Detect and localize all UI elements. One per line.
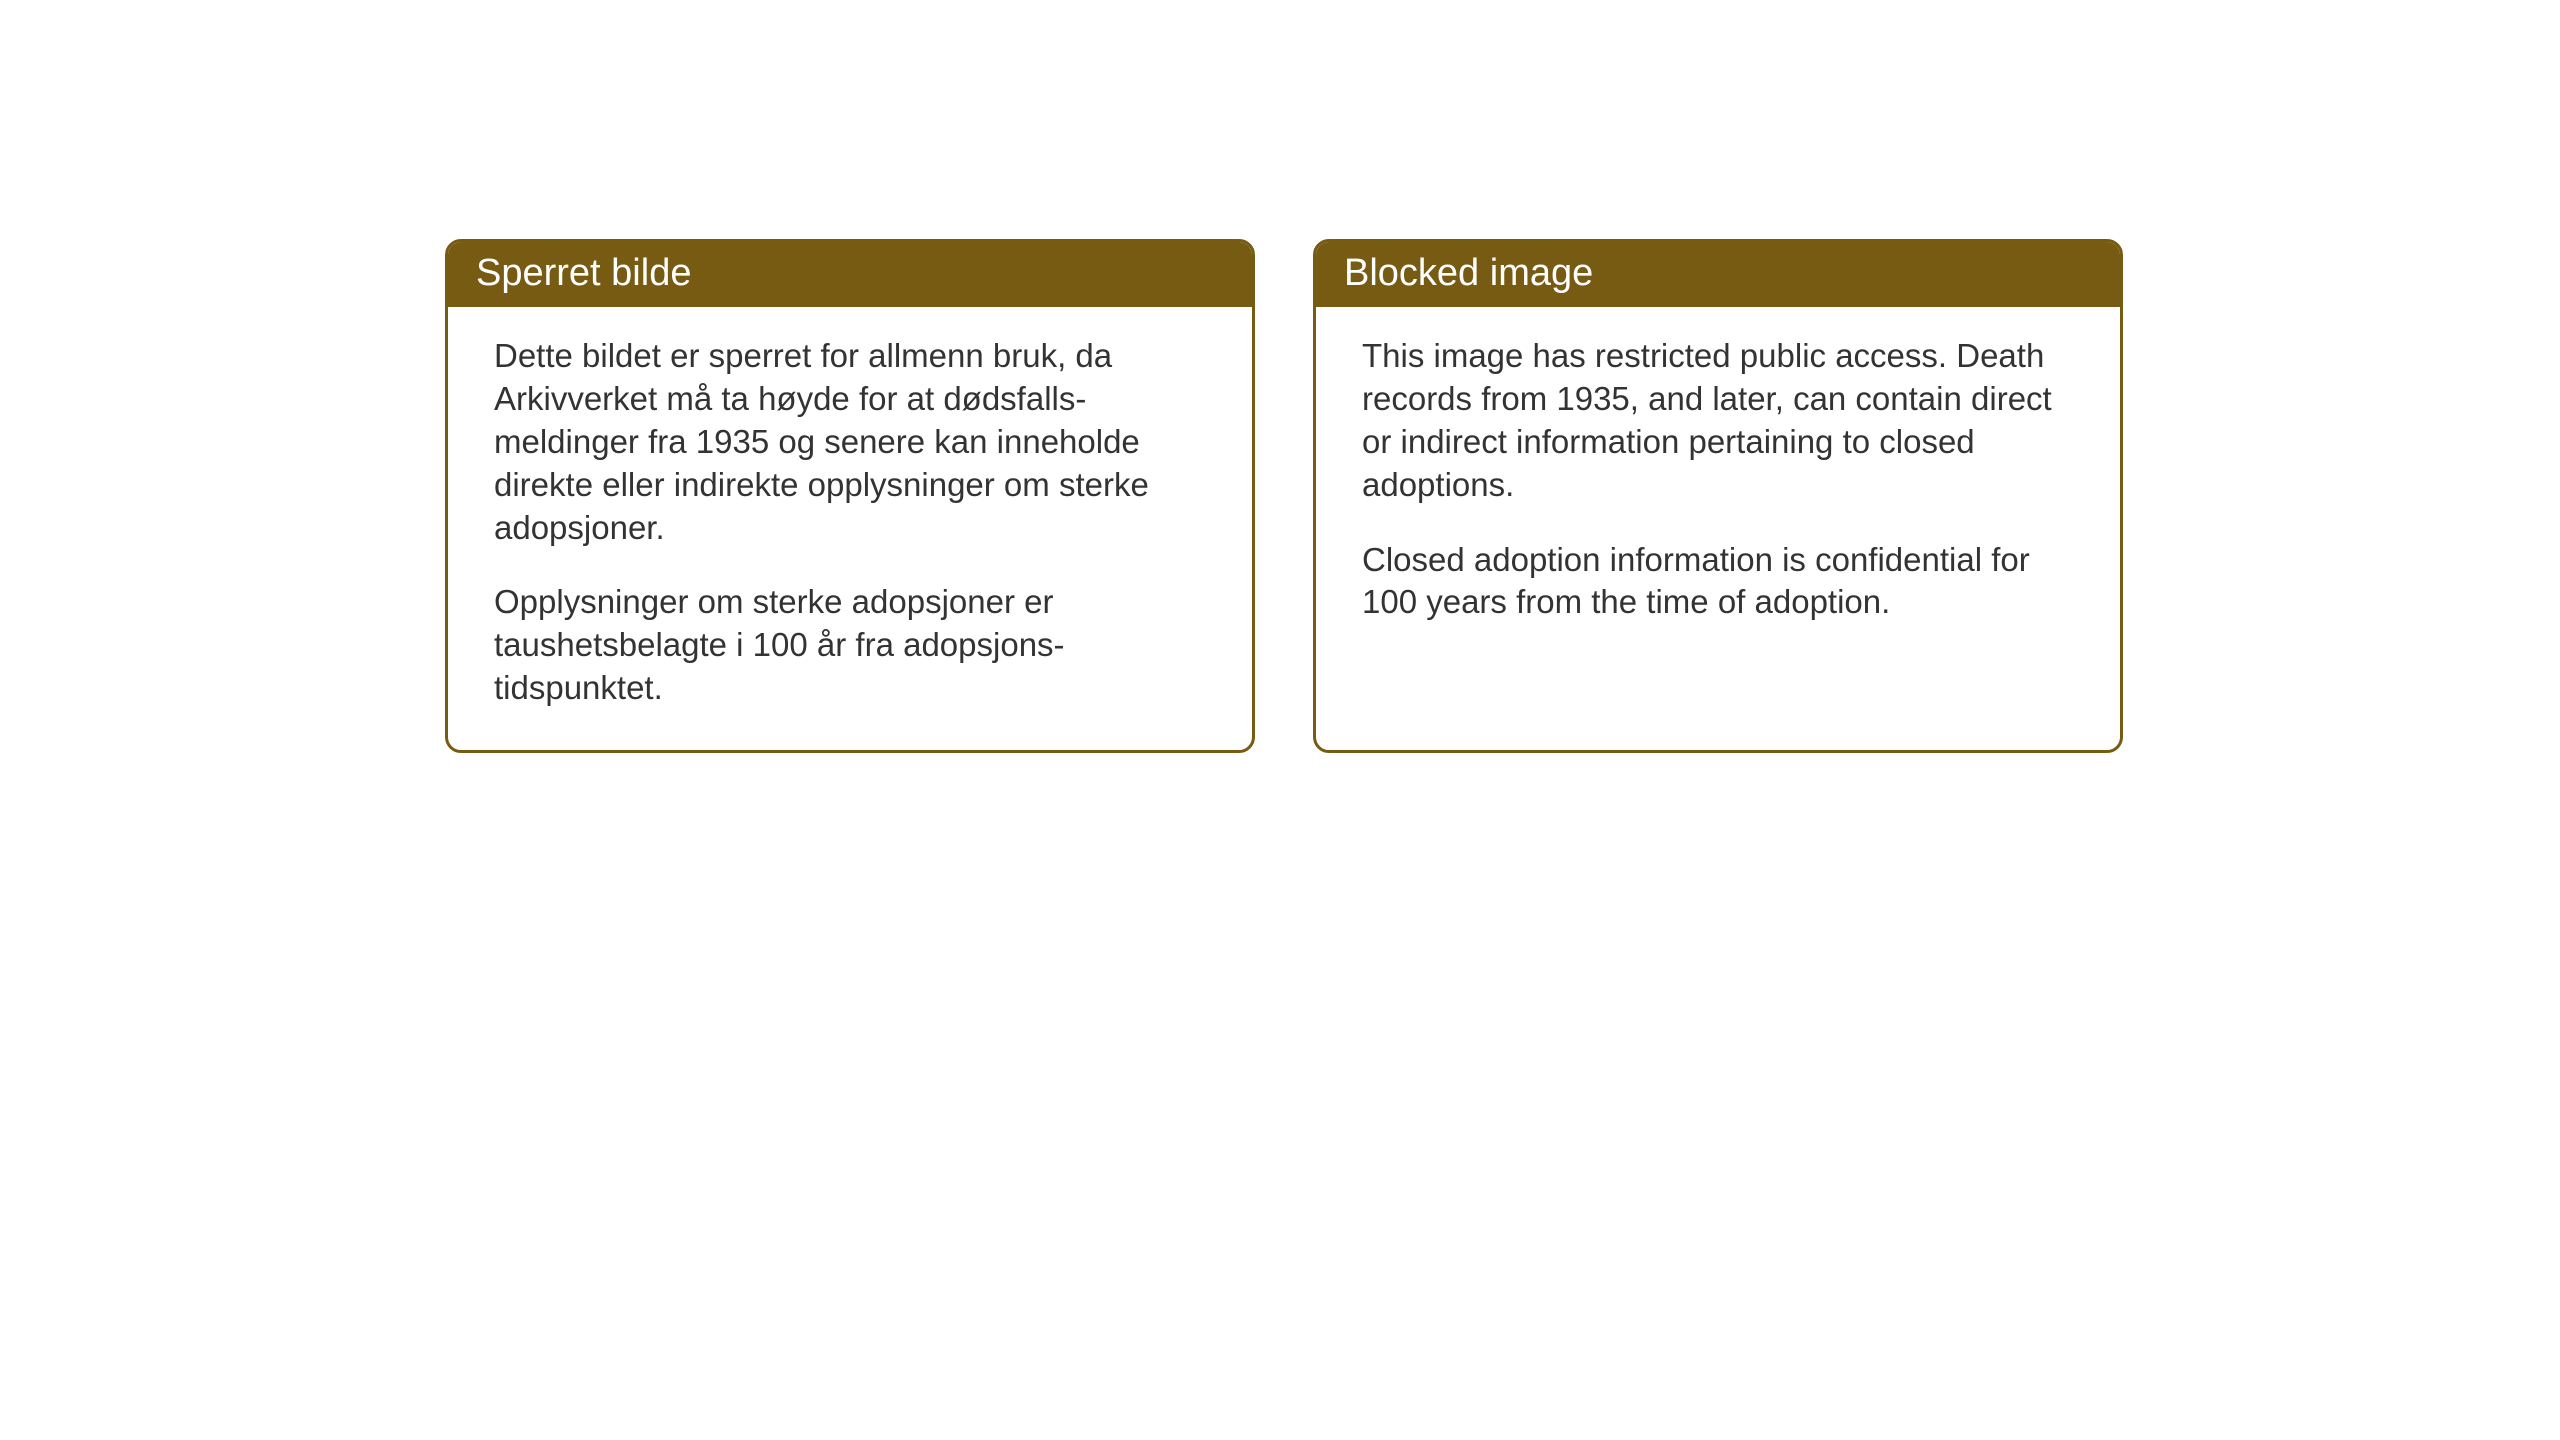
notice-container: Sperret bilde Dette bildet er sperret fo… bbox=[445, 239, 2123, 753]
card-paragraph-2-norwegian: Opplysninger om sterke adopsjoner er tau… bbox=[494, 581, 1210, 710]
notice-card-english: Blocked image This image has restricted … bbox=[1313, 239, 2123, 753]
notice-card-norwegian: Sperret bilde Dette bildet er sperret fo… bbox=[445, 239, 1255, 753]
card-paragraph-1-english: This image has restricted public access.… bbox=[1362, 335, 2078, 507]
card-title-english: Blocked image bbox=[1344, 252, 1593, 294]
card-paragraph-1-norwegian: Dette bildet er sperret for allmenn bruk… bbox=[494, 335, 1210, 549]
card-body-english: This image has restricted public access.… bbox=[1316, 307, 2120, 741]
card-paragraph-2-english: Closed adoption information is confident… bbox=[1362, 539, 2078, 625]
card-header-norwegian: Sperret bilde bbox=[448, 242, 1252, 307]
card-body-norwegian: Dette bildet er sperret for allmenn bruk… bbox=[448, 307, 1252, 750]
card-title-norwegian: Sperret bilde bbox=[476, 252, 691, 294]
card-header-english: Blocked image bbox=[1316, 242, 2120, 307]
